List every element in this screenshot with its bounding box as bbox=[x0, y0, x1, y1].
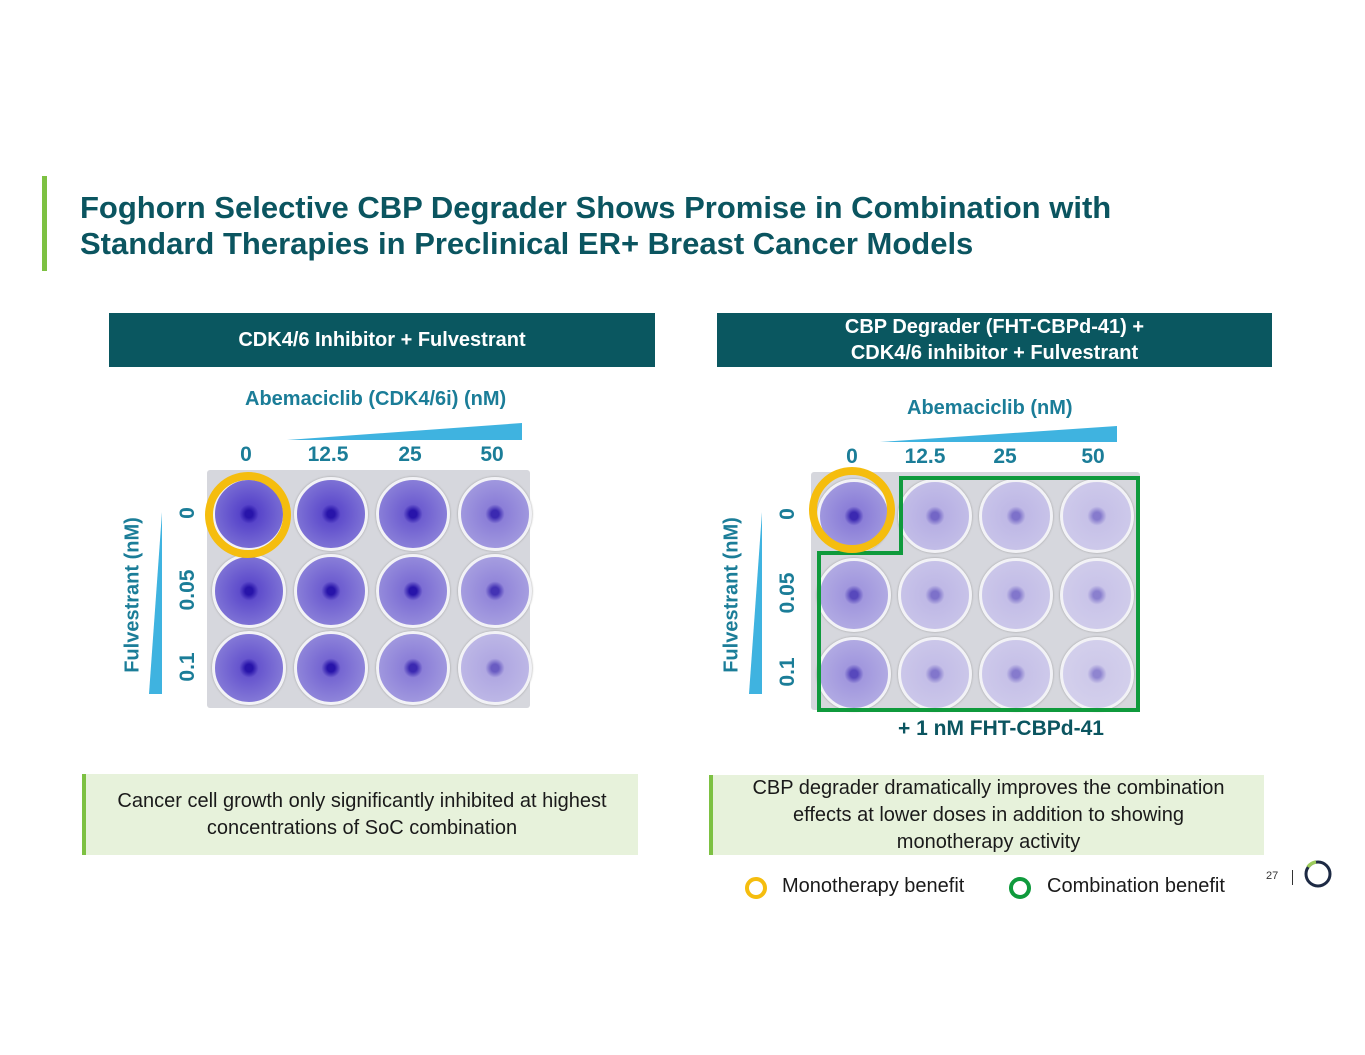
combination-legend-icon bbox=[1009, 877, 1031, 899]
combination-highlight-outline bbox=[809, 467, 1140, 712]
page-number: 27 bbox=[1266, 870, 1279, 882]
plate-note: + 1 nM FHT-CBPd-41 bbox=[898, 717, 1104, 740]
culture-well bbox=[458, 631, 532, 705]
culture-well bbox=[376, 477, 450, 551]
left-y-axis-label: Fulvestrant (nM) bbox=[121, 517, 144, 673]
column-label: 0 bbox=[846, 445, 858, 468]
culture-well bbox=[1060, 637, 1134, 711]
culture-well bbox=[817, 637, 891, 711]
left-x-axis-label: Abemaciclib (CDK4/6i) (nM) bbox=[245, 388, 507, 410]
right-caption: CBP degrader dramatically improves the c… bbox=[709, 775, 1264, 855]
foghorn-logo-icon bbox=[1304, 860, 1332, 888]
culture-well bbox=[1060, 558, 1134, 632]
row-label: 0.05 bbox=[776, 572, 799, 614]
legend-monotherapy: Monotherapy benefit bbox=[782, 875, 965, 897]
culture-well bbox=[1060, 479, 1134, 553]
column-label: 25 bbox=[993, 445, 1017, 468]
right-x-axis-label: Abemaciclib (nM) bbox=[907, 397, 1073, 419]
right-x-wedge bbox=[880, 426, 1117, 442]
culture-well bbox=[294, 554, 368, 628]
culture-well bbox=[898, 558, 972, 632]
header-line: CDK4/6 inhibitor + Fulvestrant bbox=[850, 342, 1139, 364]
right-y-axis-label: Fulvestrant (nM) bbox=[720, 517, 743, 673]
right-panel-header: CBP Degrader (FHT-CBPd-41) + CDK4/6 inhi… bbox=[717, 313, 1272, 367]
culture-well bbox=[458, 477, 532, 551]
row-label: 0.05 bbox=[176, 569, 199, 611]
column-label: 25 bbox=[398, 443, 422, 466]
column-label: 12.5 bbox=[904, 445, 946, 468]
left-panel-header: CDK4/6 Inhibitor + Fulvestrant bbox=[109, 313, 655, 367]
title-line: Foghorn Selective CBP Degrader Shows Pro… bbox=[80, 190, 1112, 225]
column-label: 12.5 bbox=[307, 443, 349, 466]
culture-well bbox=[979, 558, 1053, 632]
header-line: CBP Degrader (FHT-CBPd-41) + bbox=[844, 316, 1145, 338]
divider bbox=[1292, 870, 1293, 885]
culture-well bbox=[979, 637, 1053, 711]
left-x-wedge bbox=[287, 423, 522, 440]
left-caption-text: Cancer cell growth only significantly in… bbox=[117, 789, 607, 839]
culture-well bbox=[817, 558, 891, 632]
culture-well bbox=[294, 631, 368, 705]
culture-well bbox=[458, 554, 532, 628]
slide-title: Foghorn Selective CBP Degrader Shows Pro… bbox=[80, 190, 1111, 262]
culture-well bbox=[294, 477, 368, 551]
monotherapy-legend-icon bbox=[745, 877, 767, 899]
column-label: 50 bbox=[480, 443, 504, 466]
column-label: 0 bbox=[240, 443, 252, 466]
row-label: 0.1 bbox=[776, 657, 799, 687]
row-label: 0 bbox=[176, 507, 199, 519]
left-well-plate bbox=[207, 470, 532, 708]
row-label: 0 bbox=[776, 508, 799, 520]
right-y-wedge bbox=[749, 512, 762, 694]
culture-well bbox=[212, 477, 286, 551]
column-label: 50 bbox=[1081, 445, 1105, 468]
left-y-wedge bbox=[149, 512, 162, 694]
culture-well bbox=[212, 554, 286, 628]
culture-well bbox=[376, 554, 450, 628]
legend-combination: Combination benefit bbox=[1047, 875, 1225, 897]
culture-well bbox=[979, 479, 1053, 553]
title-accent-bar bbox=[42, 176, 47, 271]
culture-well bbox=[212, 631, 286, 705]
row-label: 0.1 bbox=[176, 652, 199, 682]
left-caption: Cancer cell growth only significantly in… bbox=[82, 774, 638, 855]
right-caption-text: CBP degrader dramatically improves the c… bbox=[752, 776, 1225, 853]
culture-well bbox=[376, 631, 450, 705]
title-line: Standard Therapies in Preclinical ER+ Br… bbox=[80, 226, 974, 261]
monotherapy-highlight-ring bbox=[205, 472, 291, 558]
